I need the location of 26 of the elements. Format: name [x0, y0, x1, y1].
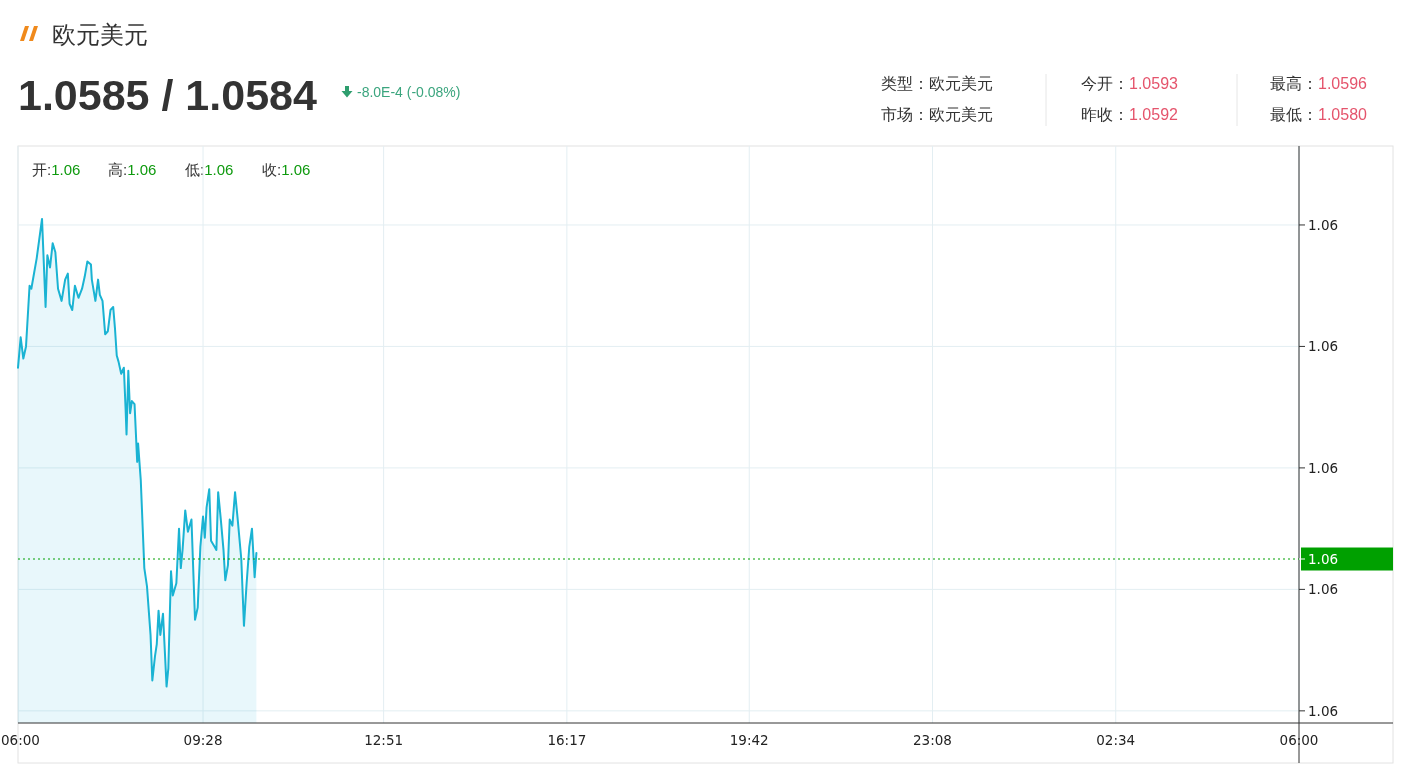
x-tick-label: 19:42 [729, 732, 769, 748]
x-tick-label: 06:00 [1, 732, 40, 748]
text: -8.0E-4 (-0.08%) [357, 84, 461, 100]
text: 昨收：1.0592 [1081, 106, 1179, 123]
text: 类型：欧元美元 [881, 75, 993, 92]
y-tick-label: 1.06 [1308, 459, 1339, 476]
annotation: 收:1.06 [262, 161, 311, 178]
x-tick-label: 02:34 [1096, 732, 1136, 748]
annotation: 开:1.06 [32, 161, 81, 178]
chart-title: 欧元美元 [52, 21, 148, 48]
y-tick-label: 1.06 [1308, 702, 1339, 719]
x-tick-label: 16:17 [547, 732, 587, 748]
y-tick-label: 1.06 [1308, 581, 1339, 598]
x-tick-label: 12:51 [364, 732, 404, 748]
x-tick-label: 09:28 [183, 732, 223, 748]
y-tick-label: 1.06 [1308, 216, 1339, 233]
text: 市场：欧元美元 [881, 106, 993, 123]
x-tick-label: 06:00 [1279, 732, 1319, 748]
text: 最低：1.0580 [1270, 106, 1368, 123]
text: 今开：1.0593 [1081, 75, 1179, 92]
text: 最高：1.0596 [1270, 75, 1368, 92]
annotation: 高:1.06 [108, 161, 157, 178]
chart-subtitle: 1.0585 / 1.0584 [18, 71, 317, 119]
annotation: 低:1.06 [185, 161, 234, 178]
y-tick-label: 1.06 [1308, 338, 1339, 355]
x-tick-label: 23:08 [913, 732, 952, 748]
